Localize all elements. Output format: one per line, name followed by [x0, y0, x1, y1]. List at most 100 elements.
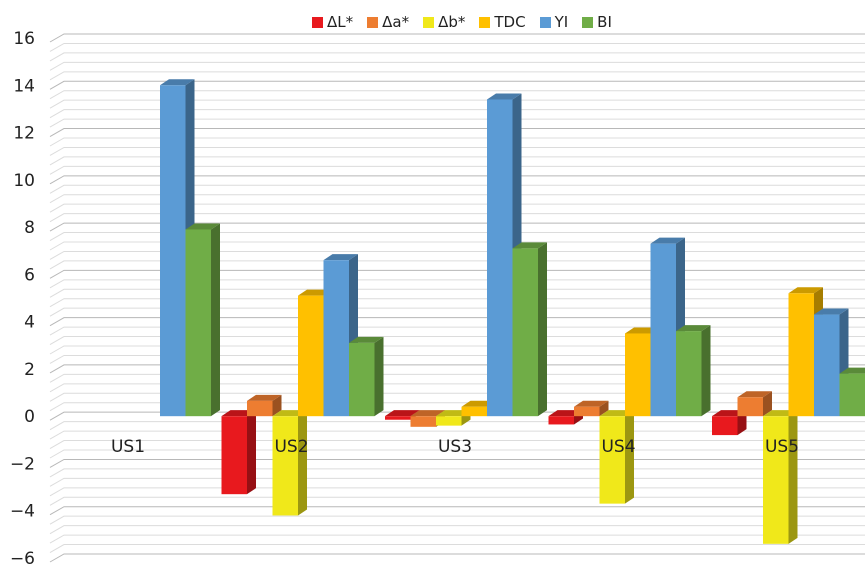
y-tick-label: 2	[24, 360, 35, 380]
gridline	[49, 250, 865, 260]
bar	[763, 416, 789, 544]
legend-label: BI	[597, 13, 612, 31]
bar	[676, 331, 702, 417]
gridline	[49, 61, 865, 71]
gridline	[49, 383, 865, 393]
bar	[512, 248, 538, 417]
bar	[461, 406, 487, 417]
gridline	[49, 42, 865, 52]
bar-top	[814, 308, 849, 315]
bar-top	[487, 93, 522, 100]
gridline	[49, 137, 865, 147]
y-tick-label: 14	[13, 76, 35, 96]
bar	[247, 400, 273, 417]
gridline	[49, 80, 865, 90]
legend-swatch	[367, 16, 379, 28]
gridline	[49, 345, 865, 355]
legend-item: TDC	[479, 13, 526, 31]
bar-top	[839, 367, 865, 374]
bar	[625, 333, 651, 417]
gridline	[49, 534, 865, 544]
legend-item: BI	[582, 13, 612, 31]
gridline	[49, 336, 865, 345]
bar	[298, 295, 324, 417]
gridline	[49, 430, 865, 440]
bar	[548, 416, 574, 425]
gridline	[49, 506, 865, 516]
gridline	[49, 458, 865, 468]
gridline	[49, 213, 865, 223]
legend-swatch	[539, 16, 551, 28]
y-tick-label: 10	[13, 171, 35, 191]
bar	[487, 99, 513, 417]
x-tick-label: US4	[601, 437, 635, 457]
gridline	[49, 544, 865, 553]
gridline	[49, 326, 865, 336]
gridline	[49, 269, 865, 279]
legend: ΔL* Δa* Δb* TDC YI BI	[312, 13, 612, 31]
legend-swatch	[582, 16, 594, 28]
gridline	[49, 90, 865, 100]
x-tick-label: US3	[438, 437, 472, 457]
bar-side	[374, 336, 384, 417]
gridline	[49, 354, 865, 364]
bar	[349, 342, 375, 417]
bar-side	[625, 410, 634, 504]
gridline	[49, 156, 865, 166]
legend-swatch	[423, 16, 435, 28]
gridline	[49, 184, 865, 194]
gridline	[49, 203, 865, 213]
y-tick-label: −2	[10, 454, 35, 474]
gridline	[49, 194, 865, 204]
bar	[272, 416, 298, 516]
gridline	[49, 232, 865, 241]
x-tick-label: US5	[765, 437, 799, 457]
bar-side	[298, 410, 307, 516]
gridline	[49, 298, 865, 308]
gridline	[49, 525, 865, 535]
x-tick-label: US1	[111, 437, 145, 457]
gridline	[49, 260, 865, 270]
y-tick-label: 16	[13, 29, 35, 49]
gridline	[49, 373, 865, 383]
bar-top	[788, 287, 823, 294]
gridline	[49, 288, 865, 298]
gridline	[49, 477, 865, 487]
gridline	[49, 109, 865, 119]
gridline	[49, 279, 865, 289]
gridline	[49, 175, 865, 185]
gridline	[49, 241, 865, 251]
gridline	[49, 128, 865, 137]
legend-item: ΔL*	[312, 13, 353, 31]
gridline	[49, 52, 865, 62]
gridline	[49, 496, 865, 506]
y-tick-label: −4	[10, 502, 35, 522]
bar-top	[160, 79, 195, 86]
bar	[650, 243, 676, 417]
bar-top	[323, 254, 358, 261]
legend-item: Δb*	[423, 13, 465, 31]
gridline	[49, 317, 865, 327]
legend-label: YI	[554, 13, 569, 31]
gridline	[49, 146, 865, 156]
bar	[788, 293, 814, 417]
legend-label: ΔL*	[327, 13, 354, 31]
gridline	[49, 468, 865, 478]
legend-item: YI	[539, 13, 569, 31]
bar	[385, 416, 411, 420]
bar-side	[763, 391, 772, 417]
gridline	[49, 392, 865, 402]
bar	[436, 416, 462, 426]
bar-top	[676, 325, 711, 332]
bar	[185, 229, 211, 417]
bar	[410, 416, 436, 427]
bar	[839, 373, 865, 417]
bar-side	[599, 400, 609, 417]
bar-top	[512, 242, 547, 249]
bar-side	[247, 410, 256, 495]
y-tick-label: 12	[13, 124, 35, 144]
y-tick-label: 8	[24, 218, 35, 238]
bar-top	[385, 410, 420, 417]
bar-top	[349, 336, 384, 343]
